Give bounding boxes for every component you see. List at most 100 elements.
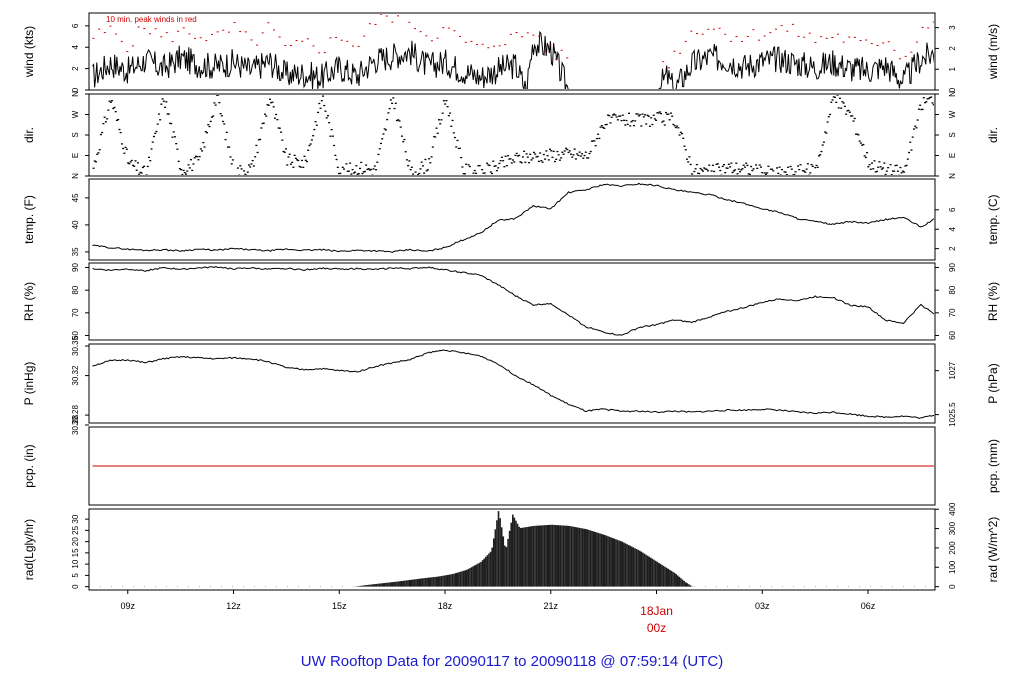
wind-direction-point (201, 150, 204, 152)
wind-direction-point (708, 164, 711, 166)
wind-direction-point (396, 119, 399, 122)
radiation-bar (673, 572, 676, 587)
wind-ytick-label-right: 2 (948, 46, 957, 51)
wind-direction-point (441, 112, 444, 114)
wind-direction-point (172, 131, 175, 133)
wind-direction-point (136, 162, 139, 164)
wind-direction-point (581, 153, 584, 155)
wind-direction-point (867, 166, 870, 168)
wind-direction-point (132, 164, 135, 167)
wind-direction-point (801, 170, 804, 172)
wind-direction-point (461, 166, 464, 168)
radiation-bar (429, 577, 432, 587)
wind-direction-point (644, 114, 647, 116)
wind-peak-mark (470, 40, 473, 42)
wind-peak-mark (261, 32, 264, 34)
wind-direction-point (324, 110, 327, 112)
wind-direction-point (752, 168, 755, 170)
panel-direction: dir. dir. N E S W N N E S W N (22, 91, 1000, 179)
wind-peak-mark (758, 39, 761, 41)
wind-direction-point (446, 106, 449, 108)
wind-direction-point (759, 166, 762, 168)
wind-direction-point (792, 174, 795, 175)
wind-direction-point (497, 167, 500, 169)
radiation-bar (481, 560, 484, 587)
wind-direction-point (783, 171, 786, 173)
radiation-bar (570, 526, 573, 587)
wind-direction-point (851, 115, 854, 117)
wind-direction-point (758, 164, 761, 166)
wind-direction-point (562, 153, 565, 155)
wind-direction-point (700, 169, 703, 171)
wind-direction-point (741, 168, 744, 170)
radiation-bar (651, 558, 654, 587)
wind-direction-point (820, 150, 823, 153)
wind-direction-point (603, 127, 606, 129)
wind-direction-point (360, 161, 363, 164)
wind-direction-point (845, 113, 848, 115)
wind-direction-point (926, 98, 929, 100)
wind-direction-point (631, 119, 634, 122)
wind-direction-point (495, 169, 498, 172)
wind-direction-point (582, 157, 585, 159)
wind-direction-point (500, 156, 503, 158)
radiation-bar (412, 579, 414, 587)
wind-direction-point (457, 147, 460, 150)
wind-peak-mark (707, 28, 710, 30)
wind-direction-point (381, 138, 384, 140)
radiation-bar (418, 578, 421, 587)
radiation-bar (670, 570, 673, 587)
wind-peak-mark (414, 28, 417, 30)
wind-direction-point (339, 172, 342, 175)
radiation-bar (458, 572, 460, 587)
wind-direction-point (389, 99, 392, 101)
wind-peak-mark (910, 51, 913, 53)
radiation-bar (584, 529, 587, 587)
wind-direction-point (291, 161, 294, 164)
wind-direction-point (779, 174, 782, 175)
radiation-bar (667, 568, 670, 587)
wind-direction-point (545, 150, 548, 152)
wind-direction-point (722, 163, 725, 166)
temperature-line (92, 182, 934, 253)
wind-direction-point (222, 120, 225, 123)
wind-peak-mark (718, 27, 721, 29)
wind-direction-point (392, 97, 395, 99)
wind-direction-point (875, 170, 878, 173)
wind-direction-point (552, 150, 555, 152)
wind-peak-mark (526, 32, 529, 34)
humidity-ytick-label-right: 60 (948, 330, 957, 339)
wind-direction-point (187, 164, 190, 166)
wind-direction-point (104, 121, 107, 123)
wind-direction-point (317, 111, 320, 114)
wind-direction-point (734, 169, 737, 171)
wind-direction-point (352, 172, 355, 174)
wind-peak-mark (233, 22, 236, 24)
wind-peak-mark (205, 40, 208, 42)
wind-direction-point (872, 168, 875, 170)
radiation-bar (680, 578, 682, 587)
radiation-bar (599, 533, 601, 587)
wind-direction-point (576, 153, 579, 155)
wind-direction-point (323, 104, 326, 107)
radiation-bar (564, 525, 566, 587)
wind-direction-point (605, 123, 608, 126)
wind-direction-point (905, 164, 908, 167)
wind-direction-point (502, 160, 505, 162)
radiation-bar (497, 511, 500, 587)
wind-direction-point (140, 172, 143, 174)
radiation-bar (362, 585, 365, 587)
wind-direction-point (829, 113, 832, 116)
wind-direction-point (751, 169, 754, 172)
wind-direction-point (227, 146, 230, 148)
wind-direction-point (262, 122, 265, 124)
radiation-bar (621, 541, 624, 587)
wind-direction-point (911, 136, 914, 138)
radiation-bar (526, 526, 528, 587)
wind-direction-point (613, 113, 616, 115)
wind-direction-point (718, 166, 721, 168)
wind-peak-mark (210, 33, 213, 35)
wind-direction-point (556, 150, 559, 153)
temperature-ytick-label-left: 45 (71, 193, 80, 202)
wind-direction-point (318, 102, 321, 105)
